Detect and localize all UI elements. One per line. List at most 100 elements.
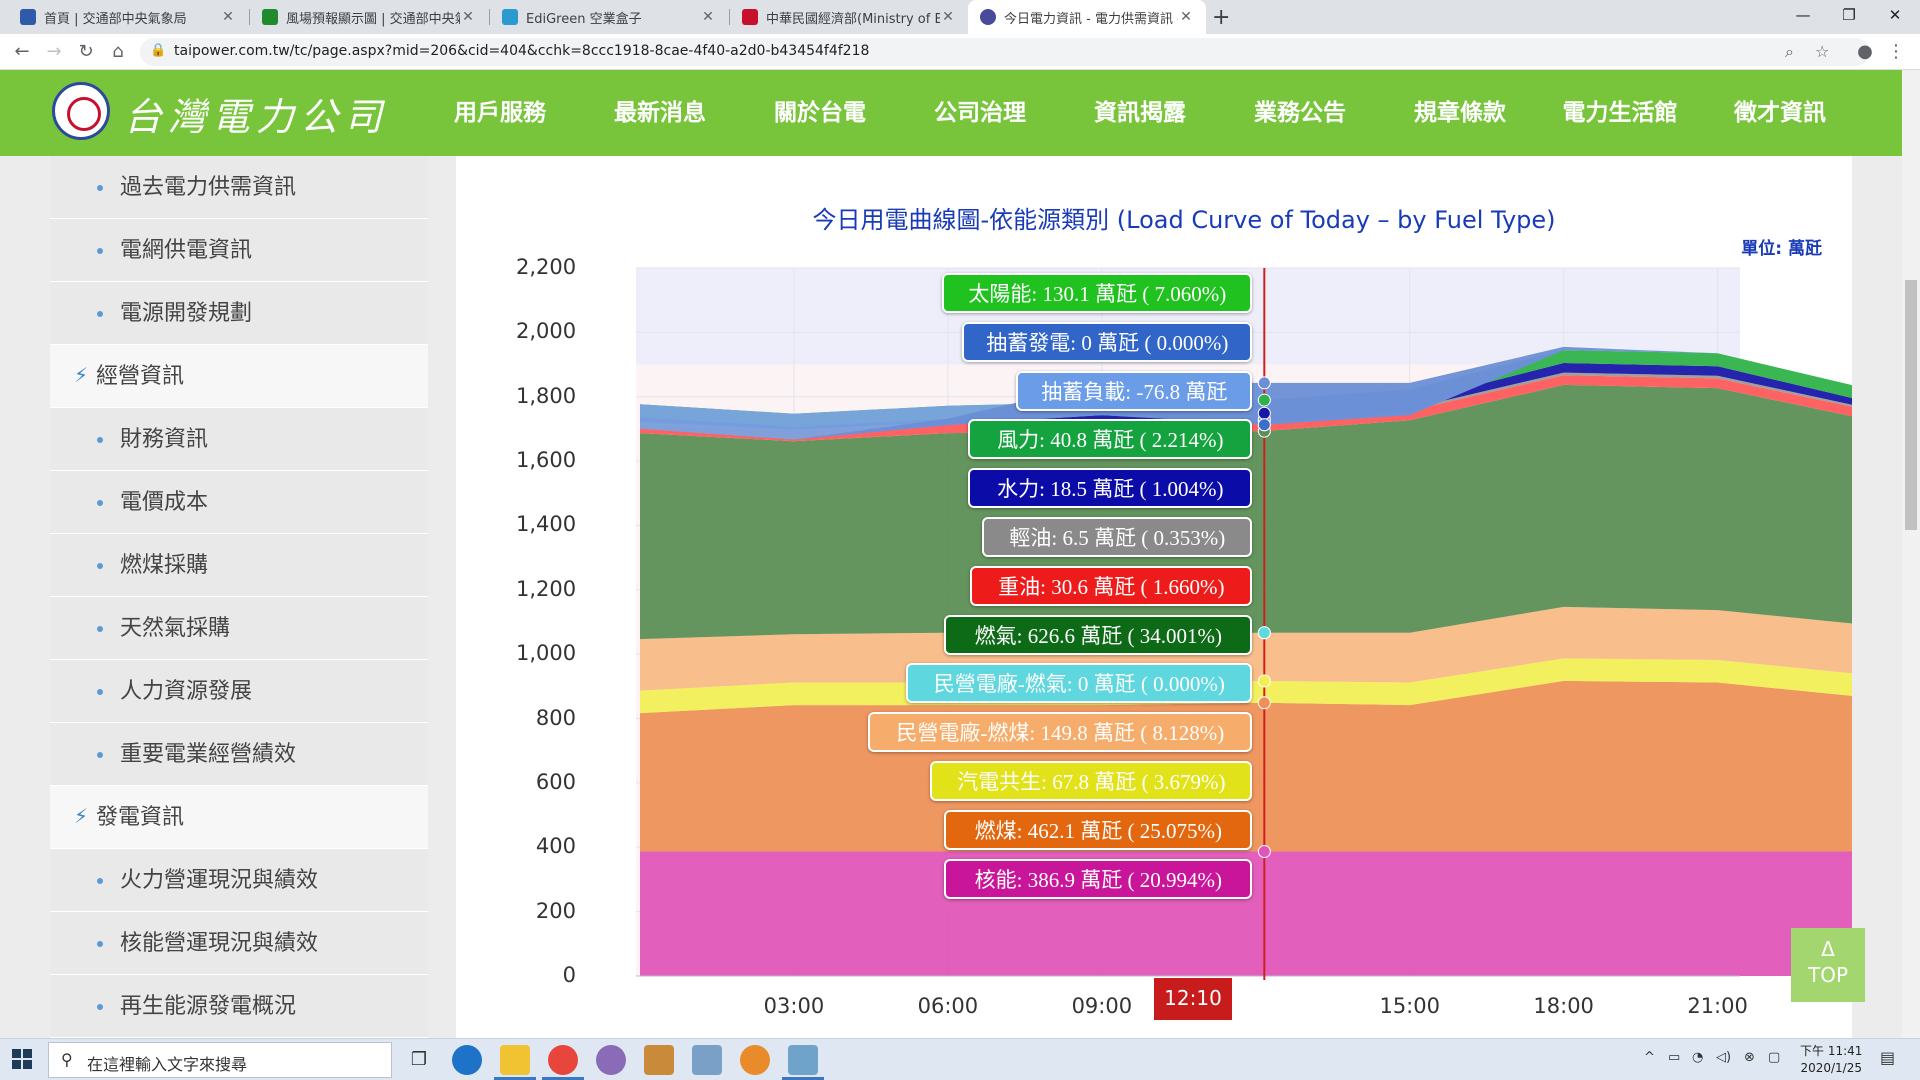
main-navigation: 用戶服務 最新消息 關於台電 公司治理 資訊揭露 業務公告 規章條款 電力生活館… xyxy=(420,70,1860,156)
tooltip-row: 太陽能: 130.1 萬瓩 ( 7.060%) xyxy=(942,273,1253,313)
sidebar-section[interactable]: ⚡ 發電資訊 xyxy=(50,786,428,849)
y-tick-label: 1,200 xyxy=(516,576,577,601)
scrollbar-thumb[interactable] xyxy=(1905,280,1917,530)
app-icon[interactable] xyxy=(692,1045,722,1075)
sidebar-item[interactable]: 火力營運現況與績效 xyxy=(50,849,428,912)
close-tab-icon[interactable]: ✕ xyxy=(702,9,714,25)
minimize-window-icon[interactable]: — xyxy=(1795,6,1811,24)
browser-tab[interactable]: 首頁 | 交通部中央氣象局 ✕ xyxy=(8,0,248,34)
y-tick-label: 1,400 xyxy=(516,512,577,537)
sidebar-section[interactable]: ⚡ 經營資訊 xyxy=(50,345,428,408)
browser-tab[interactable]: 中華民國經濟部(Ministry of Economic Affairs) ✕ xyxy=(730,0,968,34)
y-tick-label: 800 xyxy=(535,705,576,730)
edge-icon[interactable] xyxy=(452,1045,482,1075)
nav-item[interactable]: 徵才資訊 xyxy=(1734,100,1826,126)
back-icon[interactable]: ← xyxy=(14,41,30,62)
windows-start-icon[interactable] xyxy=(12,1049,32,1069)
browser-tab[interactable]: 風場預報顯示圖 | 交通部中央氣象局 ✕ xyxy=(250,0,488,34)
nav-item[interactable]: 最新消息 xyxy=(614,100,706,126)
sidebar-item[interactable]: 天然氣採購 xyxy=(50,597,428,660)
tab-title: 中華民國經濟部(Ministry of Economic Affairs) xyxy=(766,11,940,27)
x-tick-label: 06:00 xyxy=(917,994,979,1018)
restore-window-icon[interactable]: ❐ xyxy=(1842,6,1856,24)
new-tab-icon[interactable]: + xyxy=(1212,5,1231,30)
tooltip-row: 輕油: 6.5 萬瓩 ( 0.353%) xyxy=(982,517,1253,557)
file-explorer-icon[interactable] xyxy=(500,1045,530,1075)
close-tab-icon[interactable]: ✕ xyxy=(1180,9,1192,25)
zoom-icon[interactable]: ⌕ xyxy=(1785,42,1794,61)
blender-icon[interactable] xyxy=(740,1045,770,1075)
site-logo-text[interactable]: 台灣電力公司 xyxy=(124,95,389,139)
battery-icon[interactable]: ▭ xyxy=(1668,1050,1681,1065)
taskbar-search-box[interactable]: ⚲ 在這裡輸入文字來搜尋 xyxy=(48,1042,392,1078)
tooltip-row: 抽蓄發電: 0 萬瓩 ( 0.000%) xyxy=(962,321,1253,362)
sidebar-section-label: 發電資訊 xyxy=(96,805,185,830)
url-text[interactable]: taipower.com.tw/tc/page.aspx?mid=206&cid… xyxy=(174,43,870,59)
tab-divider xyxy=(249,9,250,25)
clock-time: 下午 11:41 xyxy=(1800,1044,1863,1058)
sidebar-item-label: 財務資訊 xyxy=(120,427,209,452)
sidebar-item[interactable]: 燃煤採購 xyxy=(50,534,428,597)
sidebar-item[interactable]: 電源開發規劃 xyxy=(50,282,428,345)
tooltip-row: 核能: 386.9 萬瓩 ( 20.994%) xyxy=(944,858,1253,899)
sidebar-item[interactable]: 再生能源發電概況 xyxy=(50,975,428,1038)
series-area: 燃氣 xyxy=(640,384,1852,640)
nav-item[interactable]: 規章條款 xyxy=(1414,100,1506,126)
sidebar-item[interactable]: 電網供電資訊 xyxy=(50,219,428,282)
sidebar-item[interactable]: 電價成本 xyxy=(50,471,428,534)
close-window-icon[interactable]: ✕ xyxy=(1888,6,1902,24)
lightning-icon: ⚡ xyxy=(74,363,89,387)
nav-item[interactable]: 公司治理 xyxy=(934,100,1026,126)
app-icon[interactable] xyxy=(644,1045,674,1075)
tray-app-icon[interactable]: ▢ xyxy=(1768,1050,1781,1065)
notification-icon[interactable]: ▤ xyxy=(1880,1048,1896,1067)
page-scrollbar[interactable] xyxy=(1902,70,1920,1038)
bookmark-star-icon[interactable]: ☆ xyxy=(1815,42,1830,61)
nav-item[interactable]: 用戶服務 xyxy=(454,100,546,126)
close-tab-icon[interactable]: ✕ xyxy=(222,9,234,25)
sidebar-item-label: 電價成本 xyxy=(120,490,209,515)
y-tick-label: 1,600 xyxy=(516,448,577,473)
ime-icon[interactable]: ⊗ xyxy=(1744,1050,1755,1065)
browser-tab-active[interactable]: 今日電力資訊 - 電力供需資訊 - 台灣電力公司 ✕ xyxy=(968,0,1206,34)
current-time-marker: 12:10 xyxy=(1154,978,1232,1020)
chrome-icon[interactable] xyxy=(548,1045,578,1075)
profile-icon[interactable]: ● xyxy=(1857,41,1873,62)
close-tab-icon[interactable]: ✕ xyxy=(942,9,954,25)
tooltip-row: 燃氣: 626.6 萬瓩 ( 34.001%) xyxy=(944,614,1253,655)
taipower-logo-icon[interactable] xyxy=(52,82,110,140)
address-bar[interactable]: 🔒 taipower.com.tw/tc/page.aspx?mid=206&c… xyxy=(140,38,1870,66)
task-view-icon[interactable]: ❐ xyxy=(410,1049,428,1070)
forward-icon[interactable]: → xyxy=(46,41,62,62)
app-icon[interactable] xyxy=(788,1045,818,1075)
browser-tab[interactable]: EdiGreen 空業盒子 ✕ xyxy=(490,0,728,34)
tray-overflow-icon[interactable]: ^ xyxy=(1644,1050,1655,1065)
lightning-icon: ⚡ xyxy=(74,804,89,828)
taskbar-clock[interactable]: 下午 11:41 2020/1/25 xyxy=(1800,1043,1862,1077)
sidebar-item[interactable]: 核能營運現況與績效 xyxy=(50,912,428,975)
running-app-indicator xyxy=(782,1077,824,1080)
tooltip-row: 汽電共生: 67.8 萬瓩 ( 3.679%) xyxy=(930,761,1253,801)
browser-menu-icon[interactable]: ⋮ xyxy=(1887,41,1905,62)
close-tab-icon[interactable]: ✕ xyxy=(462,9,474,25)
reload-icon[interactable]: ↻ xyxy=(78,41,94,62)
back-to-top-button[interactable]: Δ TOP xyxy=(1791,928,1865,1002)
home-icon[interactable]: ⌂ xyxy=(112,41,124,62)
nav-item[interactable]: 電力生活館 xyxy=(1562,100,1678,126)
nav-item-active[interactable]: 資訊揭露 xyxy=(1094,100,1186,126)
bullet-icon xyxy=(97,437,103,443)
sidebar-item[interactable]: 過去電力供需資訊 xyxy=(50,156,428,219)
sidebar-item[interactable]: 重要電業經營績效 xyxy=(50,723,428,786)
bullet-icon xyxy=(97,185,103,191)
nav-item[interactable]: 關於台電 xyxy=(774,100,866,126)
network-icon[interactable]: ◔ xyxy=(1692,1050,1704,1065)
x-tick-label: 18:00 xyxy=(1533,994,1594,1018)
y-tick-label: 0 xyxy=(562,963,576,987)
nav-item[interactable]: 業務公告 xyxy=(1254,100,1346,126)
chart-title: 今日用電曲線圖-依能源類別 (Load Curve of Today – by … xyxy=(812,206,1556,234)
sidebar-item[interactable]: 人力資源發展 xyxy=(50,660,428,723)
volume-icon[interactable]: ◁) xyxy=(1716,1050,1732,1065)
bullet-icon xyxy=(97,563,103,569)
app-icon[interactable] xyxy=(596,1045,626,1075)
sidebar-item[interactable]: 財務資訊 xyxy=(50,408,428,471)
